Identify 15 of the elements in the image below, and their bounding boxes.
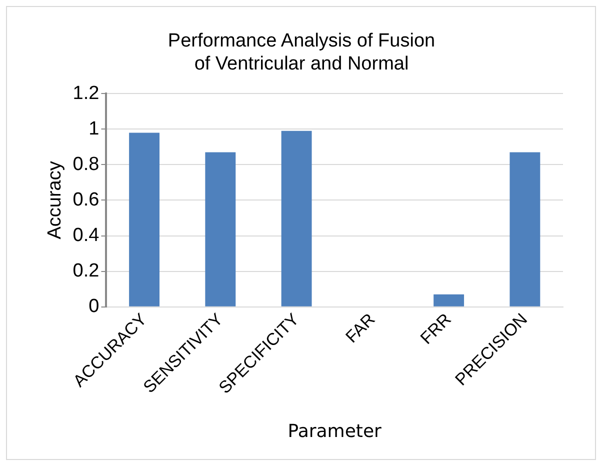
y-tick-label: 1.2 xyxy=(72,82,100,104)
y-tick-label: 0.2 xyxy=(72,260,100,282)
bar xyxy=(129,132,160,306)
y-tick-label: 0.6 xyxy=(72,189,100,210)
y-axis-title: Accuracy xyxy=(44,160,66,240)
y-tick-label: 1 xyxy=(88,118,100,140)
y-tick-label: 0.4 xyxy=(72,224,100,246)
bar xyxy=(434,294,464,306)
x-axis-title: Parameter xyxy=(288,420,382,442)
chart-title: Performance Analysis of Fusion of Ventricular and Normal xyxy=(168,30,436,74)
bar xyxy=(281,130,312,306)
y-tick-label: 0 xyxy=(88,296,100,318)
bar xyxy=(205,152,236,306)
bar xyxy=(510,152,540,306)
y-tick-label: 0.8 xyxy=(72,154,100,175)
